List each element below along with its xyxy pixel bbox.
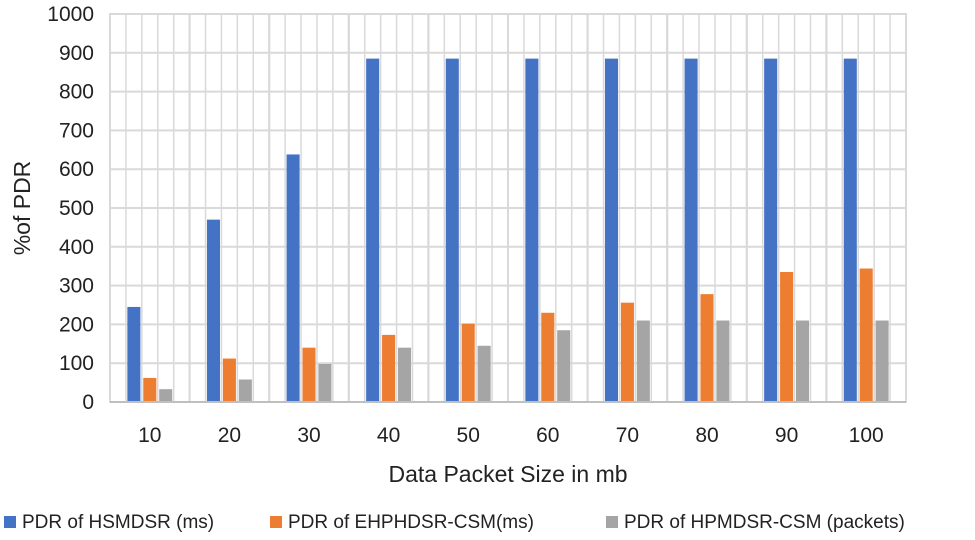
x-tick-label: 90 bbox=[775, 424, 798, 447]
legend-swatch bbox=[4, 516, 16, 528]
bar-hsmdsr-60 bbox=[525, 58, 539, 403]
y-tick-label: 800 bbox=[59, 81, 94, 104]
bar-hsmdsr-40 bbox=[366, 58, 380, 403]
bar-hsmdsr-30 bbox=[286, 154, 300, 402]
x-tick-label: 20 bbox=[218, 424, 241, 447]
bar-hpmdsr-csm-80 bbox=[716, 320, 730, 402]
x-tick-label: 100 bbox=[849, 424, 884, 447]
x-axis-ticks: 10 20 30 40 50 60 70 80 90 100 bbox=[138, 424, 884, 447]
bar-ehphdsr-csm-80 bbox=[700, 294, 714, 402]
bar-hpmdsr-csm-100 bbox=[875, 320, 889, 402]
bar-hpmdsr-csm-90 bbox=[795, 320, 810, 402]
bar-hsmdsr-10 bbox=[127, 306, 141, 402]
bar-ehphdsr-csm-60 bbox=[541, 312, 555, 402]
y-tick-label: 900 bbox=[59, 42, 94, 65]
bar-hsmdsr-70 bbox=[604, 58, 619, 403]
bar-hsmdsr-80 bbox=[684, 58, 698, 403]
bar-ehphdsr-csm-10 bbox=[143, 377, 157, 402]
legend: PDR of HSMDSR (ms) PDR of EHPHDSR-CSM(ms)… bbox=[4, 512, 905, 533]
y-tick-label: 200 bbox=[59, 313, 94, 336]
x-tick-label: 70 bbox=[616, 424, 639, 447]
x-tick-label: 10 bbox=[138, 424, 161, 447]
x-tick-label: 40 bbox=[377, 424, 400, 447]
x-tick-label: 60 bbox=[536, 424, 559, 447]
legend-label: PDR of HPMDSR-CSM (packets) bbox=[624, 512, 905, 533]
y-tick-label: 700 bbox=[59, 119, 94, 142]
bar-hpmdsr-csm-60 bbox=[557, 330, 571, 402]
bar-hpmdsr-csm-20 bbox=[238, 379, 252, 402]
y-tick-label: 100 bbox=[59, 352, 94, 375]
y-axis-ticks: 0 100 200 300 400 500 600 700 800 900 1000 bbox=[47, 3, 94, 414]
bar-hsmdsr-20 bbox=[206, 219, 221, 402]
legend-label: PDR of EHPHDSR-CSM(ms) bbox=[288, 512, 534, 533]
bar-hsmdsr-90 bbox=[764, 58, 778, 403]
bar-ehphdsr-csm-20 bbox=[222, 358, 236, 402]
bar-ehphdsr-csm-40 bbox=[382, 334, 396, 402]
bar-ehphdsr-csm-50 bbox=[461, 323, 475, 402]
legend-swatch bbox=[270, 516, 282, 528]
y-tick-label: 300 bbox=[59, 275, 94, 298]
bar-hpmdsr-csm-30 bbox=[318, 363, 332, 402]
y-tick-label: 0 bbox=[82, 391, 94, 414]
y-tick-label: 500 bbox=[59, 197, 94, 220]
y-tick-label: 1000 bbox=[47, 3, 94, 26]
bar-ehphdsr-csm-100 bbox=[859, 268, 873, 402]
y-tick-label: 600 bbox=[59, 158, 94, 181]
legend-label: PDR of HSMDSR (ms) bbox=[22, 512, 214, 533]
bar-hpmdsr-csm-50 bbox=[477, 345, 491, 402]
bar-hpmdsr-csm-10 bbox=[159, 389, 173, 402]
bar-ehphdsr-csm-90 bbox=[780, 272, 794, 402]
bar-hsmdsr-100 bbox=[843, 58, 857, 403]
bar-hpmdsr-csm-70 bbox=[636, 320, 650, 402]
bar-ehphdsr-csm-70 bbox=[620, 302, 634, 402]
y-tick-label: 400 bbox=[59, 236, 94, 259]
bar-hpmdsr-csm-40 bbox=[397, 347, 412, 402]
x-axis-title: Data Packet Size in mb bbox=[388, 461, 627, 487]
y-axis-title: %of PDR bbox=[9, 161, 35, 256]
x-tick-label: 30 bbox=[297, 424, 320, 447]
bars bbox=[127, 58, 889, 403]
bar-hsmdsr-50 bbox=[445, 58, 459, 403]
bar-ehphdsr-csm-30 bbox=[302, 347, 316, 402]
x-tick-label: 80 bbox=[695, 424, 718, 447]
x-tick-label: 50 bbox=[457, 424, 480, 447]
legend-swatch bbox=[606, 516, 618, 528]
